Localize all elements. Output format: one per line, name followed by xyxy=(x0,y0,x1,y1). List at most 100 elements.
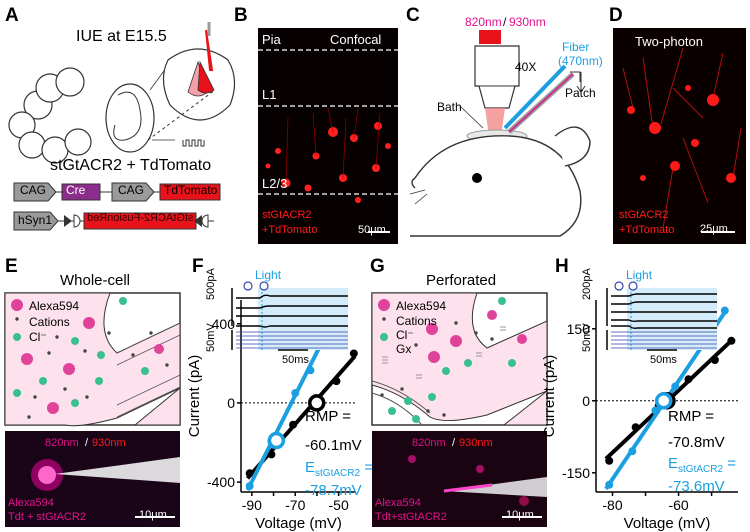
h-ytick-label: -150 xyxy=(562,465,590,481)
pia-label: Pia xyxy=(262,32,281,47)
layer-1-label: L1 xyxy=(262,87,277,102)
f-point-0 xyxy=(289,420,298,429)
fiber-nm-label: (470nm) xyxy=(558,54,603,68)
construct-title: stGtACR2 + TdTomato xyxy=(50,157,212,174)
objective-label: 40X xyxy=(515,60,537,74)
e-scale-label: 10μm xyxy=(139,509,167,521)
two-photon-image: Two-photon stGtACR2 +TdTomato 25μm xyxy=(613,28,746,244)
g-legend-gx: Gx xyxy=(396,342,412,356)
h-point-1 xyxy=(651,406,660,415)
g-scale-label: 10μm xyxy=(506,509,534,521)
fiber-label: Fiber xyxy=(562,40,590,54)
g-img-wl2: 930nm xyxy=(459,437,493,449)
promoter-cag-2: CAG xyxy=(118,183,145,197)
f-reversal-marker-0 xyxy=(307,394,326,412)
h-erev-value: -73.6mV xyxy=(668,478,725,495)
panel-label-g: G xyxy=(370,256,385,277)
f-reversal-marker-1 xyxy=(267,431,286,450)
h-inset-light: Light xyxy=(626,268,653,282)
h-rmp-value: -70.8mV xyxy=(668,434,725,451)
laser-wl-1: 820nm xyxy=(465,15,502,29)
g-img-wl1: 820nm xyxy=(412,437,446,449)
confocal-label: Confocal xyxy=(330,32,382,47)
e-image-overlay xyxy=(31,457,180,518)
f-xlabel: Voltage (mV) xyxy=(255,515,342,532)
h-xtick-label: -80 xyxy=(602,497,622,513)
h-point-0 xyxy=(605,456,614,465)
h-point-0 xyxy=(631,423,640,432)
h-xlabel: Voltage (mV) xyxy=(624,515,711,532)
f-rmp-value: -60.1mV xyxy=(305,437,362,454)
h-point-0 xyxy=(710,356,719,364)
promoter-hsyn: hSyn1 xyxy=(18,213,53,227)
f-inset-light: Light xyxy=(255,268,282,282)
h-ylabel: Current (pA) xyxy=(541,355,558,438)
e-img-label2: Tdt + stGtACR2 xyxy=(8,511,86,523)
h-point-0 xyxy=(727,336,736,345)
e-image: 820nm / 930nm Alexa594 Tdt + stGtACR2 10… xyxy=(5,431,180,527)
panel-label-c: C xyxy=(406,5,420,26)
h-ytick-label: 150 xyxy=(567,321,591,337)
f-point-0 xyxy=(332,377,341,386)
g-legend-cations: Cations xyxy=(396,314,437,328)
f-point-0 xyxy=(245,469,254,478)
g-image: 820nm / 930nm Alexa594 Tdt+stGtACR2 10μm xyxy=(372,431,547,527)
h-ytick-label: 0 xyxy=(582,393,590,409)
g-legend-cl: Cl⁻ xyxy=(396,328,414,342)
e-img-slash: / xyxy=(85,437,89,449)
f-ytick-label: 400 xyxy=(212,316,236,332)
b-label-1: stGtACR2 xyxy=(262,209,312,221)
layer-23-label: L2/3 xyxy=(262,176,288,191)
h-rmp-label: RMP = xyxy=(668,408,714,425)
f-xtick-label: -50 xyxy=(329,497,349,513)
h-inset-scale-v: 50mV xyxy=(581,323,593,352)
e-legend-cl: Cl⁻ xyxy=(29,330,47,344)
confocal-image: Pia Confocal L1 L2/3 stGtACR2 +TdTomato … xyxy=(258,28,398,244)
iue-schematic xyxy=(8,22,236,164)
h-point-1 xyxy=(605,480,614,489)
panel-label-e: E xyxy=(5,256,18,277)
h-inset-traces xyxy=(606,281,717,351)
e-img-wl1: 820nm xyxy=(45,437,79,449)
laser-wl-2: 930nm xyxy=(509,15,546,29)
d-label-1: stGtACR2 xyxy=(619,209,669,221)
f-point-0 xyxy=(267,450,276,459)
patch-label: Patch xyxy=(565,86,596,100)
h-point-1 xyxy=(671,382,680,391)
g-legend-alexa: Alexa594 xyxy=(396,299,447,313)
perforated-schematic xyxy=(371,292,548,426)
e-legend-alexa: Alexa594 xyxy=(29,299,80,313)
bath-label: Bath xyxy=(437,100,462,114)
g-img-label1: Alexa594 xyxy=(375,497,421,509)
h-inset-scale-t: 50ms xyxy=(650,354,677,366)
b-label-2: +TdTomato xyxy=(262,224,318,236)
h-inset-scale-y: 200pA xyxy=(581,268,593,300)
two-photon-title: Two-photon xyxy=(635,34,703,49)
iue-label: IUE at E15.5 xyxy=(76,28,167,45)
e-img-wl2: 930nm xyxy=(92,437,126,449)
h-point-0 xyxy=(684,375,693,384)
f-point-1 xyxy=(245,482,254,491)
b-scale-label: 50μm xyxy=(358,224,386,236)
construct-row-2 xyxy=(13,211,214,231)
cre-label: Cre xyxy=(66,183,86,197)
panel-label-b: B xyxy=(234,5,248,26)
d-label-2: +TdTomato xyxy=(619,224,675,236)
d-scale-label: 25μm xyxy=(700,223,728,235)
f-erev-value: -78.7mV xyxy=(305,482,362,499)
e-title: Whole-cell xyxy=(60,272,131,289)
promoter-cag-1: CAG xyxy=(20,183,47,197)
h-point-1 xyxy=(720,306,729,315)
setup-schematic xyxy=(409,30,591,237)
g-image-overlay xyxy=(408,455,547,518)
f-point-0 xyxy=(349,349,358,358)
f-xtick-label: -90 xyxy=(242,497,262,513)
panel-label-a: A xyxy=(5,5,19,26)
h-xtick-label: -60 xyxy=(668,497,688,513)
panel-label-f: F xyxy=(192,256,204,277)
e-img-label1: Alexa594 xyxy=(8,497,54,509)
h-reversal-marker-1 xyxy=(654,392,673,410)
panel-label-d: D xyxy=(609,5,623,26)
f-ytick-label: -400 xyxy=(207,474,235,490)
